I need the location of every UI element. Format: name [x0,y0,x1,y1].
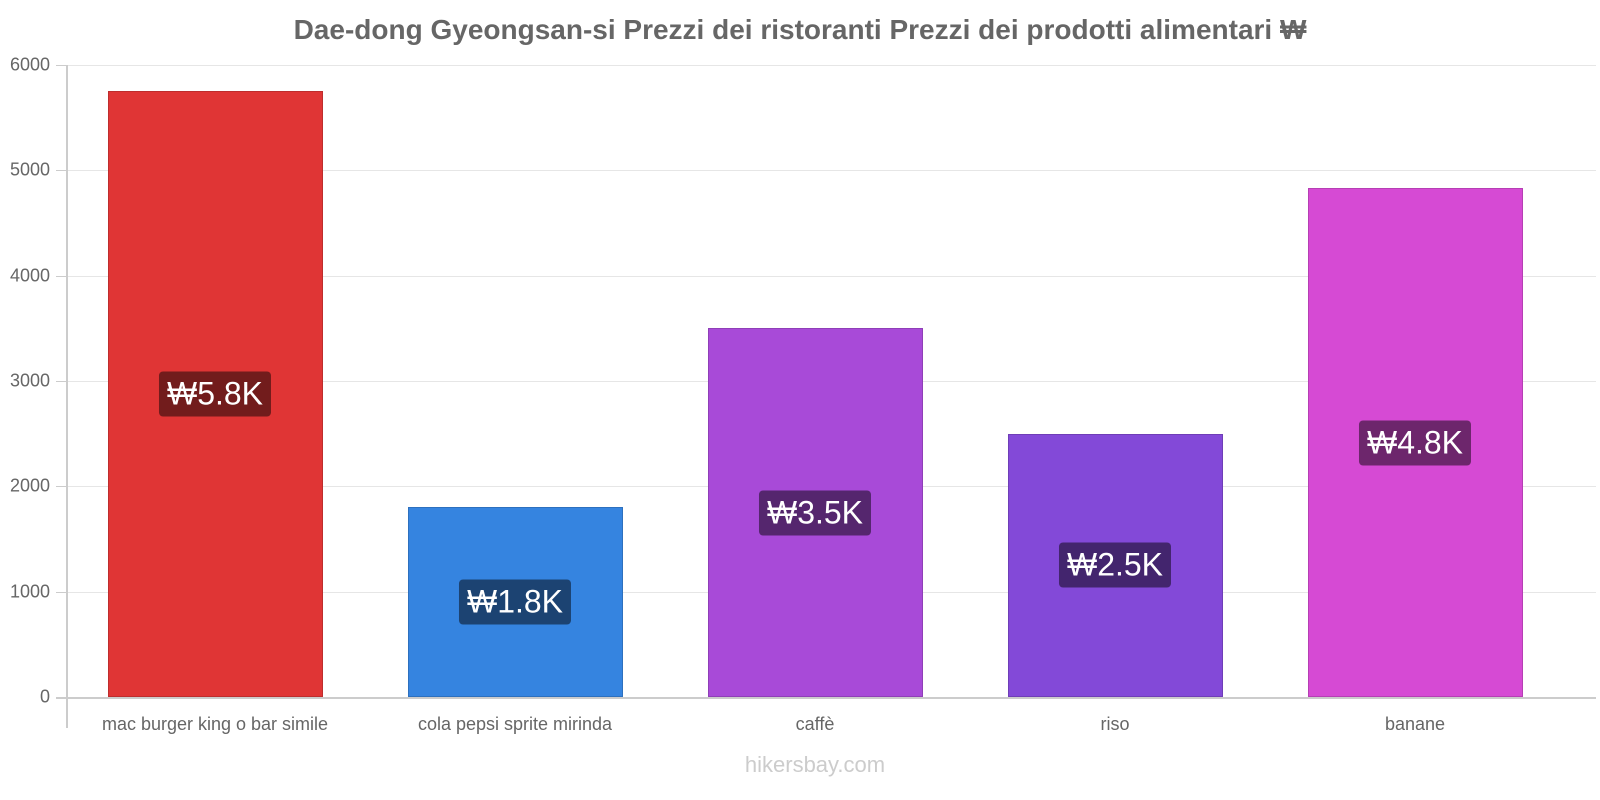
x-axis [56,697,1596,699]
y-tick-mark [56,275,66,277]
y-tick-label: 0 [39,686,50,707]
y-tick-label: 4000 [9,265,50,286]
gridline [66,275,1596,277]
bar-value-label: ₩3.5K [758,490,872,536]
gridline [66,65,1596,66]
y-tick-label: 6000 [9,54,50,75]
y-tick-mark [56,170,66,172]
bar-value-label: ₩4.8K [1358,420,1472,466]
x-tick-label: banane [1384,714,1446,734]
y-tick-mark [56,591,66,593]
y-tick-label: 2000 [9,475,50,496]
y-tick-label: 1000 [9,581,50,602]
bar-value-label: ₩5.8K [158,371,272,417]
y-tick-mark [56,381,66,382]
watermark: hikersbay.com [744,752,886,777]
y-axis [66,65,68,728]
x-tick-label: mac burger king o bar simile [101,714,329,734]
y-tick-label: 5000 [9,159,50,180]
x-tick-label: caffè [795,714,835,734]
x-tick-label: riso [1100,714,1130,734]
y-tick-mark [56,486,66,488]
x-tick-label: cola pepsi sprite mirinda [417,714,613,734]
chart-title: Dae-dong Gyeongsan-si Prezzi dei ristora… [293,14,1307,45]
y-tick-mark [56,65,66,66]
bar-value-label: ₩1.8K [458,579,572,625]
bar-value-label: ₩2.5K [1058,542,1172,588]
y-tick-label: 3000 [9,370,50,391]
gridline [66,170,1596,172]
